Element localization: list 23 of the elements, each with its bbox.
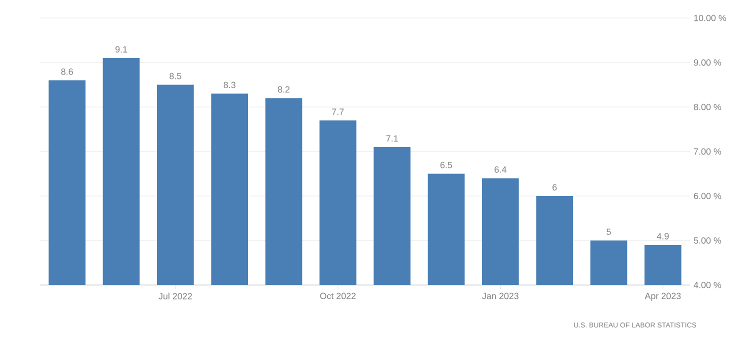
y-tick-label: 6.00 % <box>694 192 722 200</box>
x-tick-label: Apr 2023 <box>644 292 681 301</box>
data-label: 5 <box>606 228 611 235</box>
y-tick-label: 9.00 % <box>694 59 722 66</box>
data-label: 8.6 <box>61 68 73 75</box>
data-label: 8.3 <box>224 82 236 88</box>
y-tick-label: 4.00 % <box>694 282 722 288</box>
data-label: 7.1 <box>386 135 398 142</box>
data-label: 8.2 <box>278 86 290 93</box>
x-tick-label: Jan 2023 <box>482 292 518 300</box>
data-label: 6.4 <box>494 166 506 173</box>
data-label: 9.1 <box>115 46 128 53</box>
data-label: 6 <box>552 184 557 190</box>
x-tick-label: Oct 2022 <box>320 292 356 300</box>
data-label: 6.5 <box>440 162 452 168</box>
data-label: 4.9 <box>656 233 669 240</box>
y-tick-label: 5.00 % <box>694 237 722 244</box>
y-tick-label: 8.00 % <box>694 104 722 110</box>
y-tick-label: 7.00 % <box>694 148 722 155</box>
data-label: 8.5 <box>170 72 182 80</box>
y-tick-label: 10.00 % <box>694 14 726 22</box>
x-tick-label: Jul 2022 <box>158 292 192 300</box>
data-label: 7.7 <box>332 108 344 115</box>
